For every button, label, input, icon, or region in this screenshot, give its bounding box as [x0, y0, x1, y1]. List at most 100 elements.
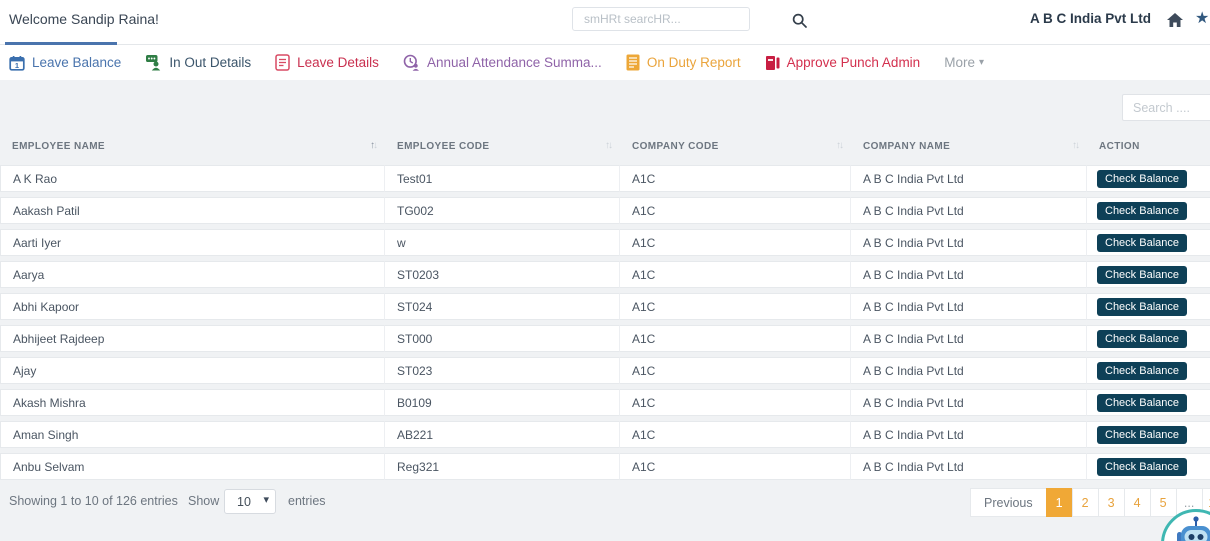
- cell-employee-code: Reg321: [385, 453, 620, 480]
- cell-employee-name: Ajay: [0, 357, 385, 384]
- nav-tab-label: Annual Attendance Summa...: [426, 55, 602, 70]
- welcome-text: Welcome Sandip Raina!: [9, 11, 159, 27]
- sort-icon[interactable]: ↑↓: [605, 140, 613, 151]
- table-row: Aman Singh AB221 A1C A B C India Pvt Ltd…: [0, 421, 1210, 448]
- cell-company-code: A1C: [620, 229, 851, 256]
- column-label: EMPLOYEE NAME: [12, 141, 105, 152]
- page-button-2[interactable]: 2: [1071, 488, 1099, 517]
- cell-company-code: A1C: [620, 261, 851, 288]
- check-balance-button[interactable]: Check Balance: [1097, 297, 1187, 316]
- nav-tab-annual-attendance-summa[interactable]: Annual Attendance Summa...: [403, 54, 602, 71]
- cell-employee-code: ST023: [385, 357, 620, 384]
- cell-company-name: A B C India Pvt Ltd: [851, 197, 1087, 224]
- cell-employee-code: TG002: [385, 197, 620, 224]
- employee-table-body: A K Rao Test01 A1C A B C India Pvt Ltd C…: [0, 165, 1210, 480]
- header-divider: [0, 42, 1210, 45]
- attendance-clock-icon: [403, 54, 420, 71]
- column-header-employee-name[interactable]: EMPLOYEE NAME ↑↓: [0, 133, 385, 160]
- column-header-company-code[interactable]: COMPANY CODE ↑↓: [620, 133, 851, 160]
- cell-company-name: A B C India Pvt Ltd: [851, 453, 1087, 480]
- home-icon[interactable]: [1167, 13, 1183, 32]
- check-balance-button[interactable]: Check Balance: [1097, 329, 1187, 348]
- cell-action: Check Balance: [1087, 421, 1210, 448]
- page-button-4[interactable]: 4: [1123, 488, 1151, 517]
- table-header-row: EMPLOYEE NAME ↑↓ EMPLOYEE CODE ↑↓ COMPAN…: [0, 133, 1210, 160]
- table-row: Abhi Kapoor ST024 A1C A B C India Pvt Lt…: [0, 293, 1210, 320]
- page-button-5[interactable]: 5: [1149, 488, 1177, 517]
- cell-company-code: A1C: [620, 421, 851, 448]
- nav-tab-approve-punch-admin[interactable]: Approve Punch Admin: [765, 55, 920, 71]
- duty-report-icon: [626, 54, 640, 71]
- cell-company-name: A B C India Pvt Ltd: [851, 165, 1087, 192]
- search-icon[interactable]: [792, 13, 807, 28]
- cell-employee-name: Aakash Patil: [0, 197, 385, 224]
- cell-employee-code: ST000: [385, 325, 620, 352]
- sort-icon[interactable]: ↑↓: [1072, 140, 1080, 151]
- global-search-input[interactable]: [572, 7, 750, 31]
- page-size-select-wrap: 10 ▾: [224, 489, 276, 514]
- cell-employee-name: Abhijeet Rajdeep: [0, 325, 385, 352]
- cell-action: Check Balance: [1087, 453, 1210, 480]
- cell-company-code: A1C: [620, 165, 851, 192]
- check-balance-button[interactable]: Check Balance: [1097, 169, 1187, 188]
- chatbot-avatar[interactable]: [1161, 509, 1210, 541]
- column-header-company-name[interactable]: COMPANY NAME ↑↓: [851, 133, 1087, 160]
- nav-tab-leave-details[interactable]: Leave Details: [275, 54, 379, 71]
- cell-company-code: A1C: [620, 325, 851, 352]
- cell-company-code: A1C: [620, 389, 851, 416]
- sort-icon[interactable]: ↑↓: [836, 140, 844, 151]
- cell-company-code: A1C: [620, 453, 851, 480]
- table-row: Abhijeet Rajdeep ST000 A1C A B C India P…: [0, 325, 1210, 352]
- cell-company-code: A1C: [620, 293, 851, 320]
- page-button-1[interactable]: 1: [1045, 488, 1073, 517]
- cell-action: Check Balance: [1087, 229, 1210, 256]
- cell-company-code: A1C: [620, 197, 851, 224]
- nav-tab-label: Leave Details: [297, 55, 379, 70]
- check-balance-button[interactable]: Check Balance: [1097, 233, 1187, 252]
- cell-company-name: A B C India Pvt Ltd: [851, 261, 1087, 288]
- cell-company-code: A1C: [620, 357, 851, 384]
- nav-tabs: 1 Leave Balance In Out Details Leave Detail…: [0, 45, 1210, 80]
- punch-approve-icon: [765, 55, 780, 71]
- cell-employee-name: Akash Mishra: [0, 389, 385, 416]
- active-tab-indicator: [5, 42, 117, 45]
- cell-employee-code: B0109: [385, 389, 620, 416]
- check-balance-button[interactable]: Check Balance: [1097, 265, 1187, 284]
- cell-employee-code: ST024: [385, 293, 620, 320]
- nav-tabs-items: 1 Leave Balance In Out Details Leave Detail…: [9, 54, 920, 71]
- cell-employee-code: ST0203: [385, 261, 620, 288]
- column-header-employee-code[interactable]: EMPLOYEE CODE ↑↓: [385, 133, 620, 160]
- employee-table: EMPLOYEE NAME ↑↓ EMPLOYEE CODE ↑↓ COMPAN…: [0, 128, 1210, 485]
- check-balance-button[interactable]: Check Balance: [1097, 361, 1187, 380]
- page-button-3[interactable]: 3: [1097, 488, 1125, 517]
- nav-tab-on-duty-report[interactable]: On Duty Report: [626, 54, 741, 71]
- table-row: Aakash Patil TG002 A1C A B C India Pvt L…: [0, 197, 1210, 224]
- showing-entries-text: Showing 1 to 10 of 126 entries: [9, 494, 178, 508]
- cell-company-name: A B C India Pvt Ltd: [851, 421, 1087, 448]
- nav-tab-in-out-details[interactable]: In Out Details: [145, 54, 251, 71]
- check-balance-button[interactable]: Check Balance: [1097, 201, 1187, 220]
- column-header-action: ACTION: [1087, 133, 1210, 160]
- table-search-input[interactable]: [1122, 94, 1210, 121]
- star-icon[interactable]: ★: [1195, 10, 1210, 27]
- nav-tab-label: In Out Details: [169, 55, 252, 70]
- page-size-select[interactable]: 10: [224, 489, 276, 514]
- cell-company-name: A B C India Pvt Ltd: [851, 357, 1087, 384]
- sort-icon[interactable]: ↑↓: [370, 140, 378, 151]
- check-balance-button[interactable]: Check Balance: [1097, 425, 1187, 444]
- check-balance-button[interactable]: Check Balance: [1097, 393, 1187, 412]
- cell-action: Check Balance: [1087, 293, 1210, 320]
- table-row: Ajay ST023 A1C A B C India Pvt Ltd Check…: [0, 357, 1210, 384]
- nav-tab-leave-balance[interactable]: 1 Leave Balance: [9, 55, 121, 71]
- table-row: Aarti Iyer w A1C A B C India Pvt Ltd Che…: [0, 229, 1210, 256]
- table-row: Akash Mishra B0109 A1C A B C India Pvt L…: [0, 389, 1210, 416]
- more-menu-button[interactable]: More ▾: [944, 55, 984, 70]
- cell-employee-code: w: [385, 229, 620, 256]
- in-out-person-icon: [145, 54, 162, 71]
- previous-page-button[interactable]: Previous: [970, 488, 1047, 517]
- table-row: A K Rao Test01 A1C A B C India Pvt Ltd C…: [0, 165, 1210, 192]
- check-balance-button[interactable]: Check Balance: [1097, 457, 1187, 476]
- robot-icon: [1177, 516, 1210, 541]
